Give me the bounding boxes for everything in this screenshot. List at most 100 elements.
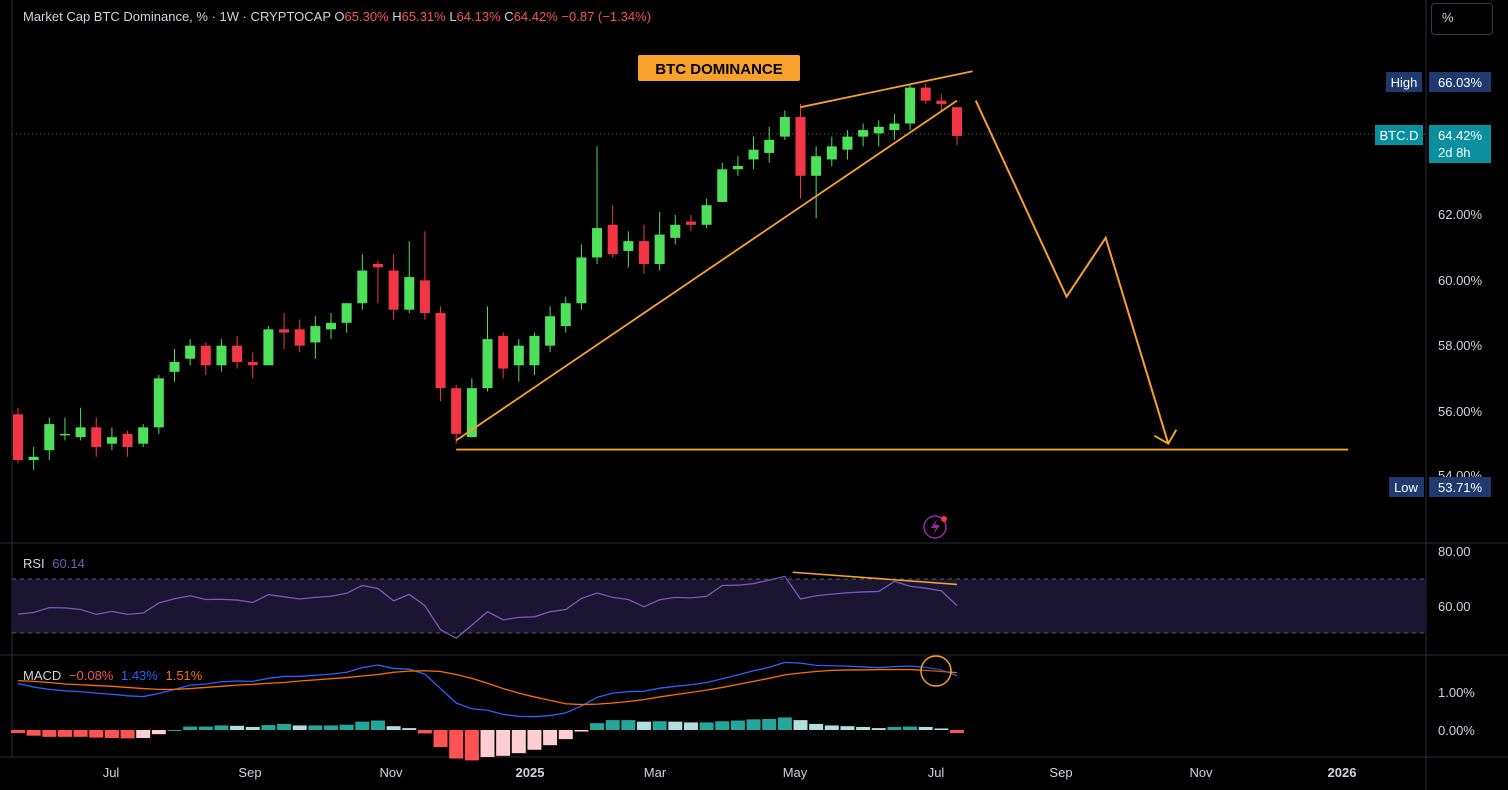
- price-tick: 56.00%: [1438, 404, 1483, 419]
- candle-body: [169, 362, 180, 372]
- candle-body: [889, 123, 900, 131]
- trendline: [455, 99, 958, 442]
- time-tick: Sep: [1049, 765, 1072, 780]
- time-tick: Nov: [1189, 765, 1213, 780]
- macd-histogram-bar: [730, 720, 745, 730]
- rsi-tick: 60.00: [1438, 599, 1471, 614]
- macd-histogram-bar: [370, 720, 385, 730]
- macd-histogram-bar: [277, 723, 292, 730]
- macd-histogram-bar: [746, 719, 761, 730]
- macd-histogram-bar: [637, 721, 651, 730]
- time-tick: May: [783, 765, 808, 780]
- macd-histogram-bar: [402, 728, 417, 730]
- rsi-tick: 80.00: [1438, 544, 1471, 559]
- svg-text:66.03%: 66.03%: [1438, 75, 1483, 90]
- time-tick: Mar: [644, 765, 667, 780]
- candle-body: [294, 329, 305, 346]
- macd-histogram-bar: [198, 726, 213, 730]
- candle-body: [654, 234, 665, 265]
- event-icon[interactable]: [923, 515, 947, 539]
- indicator-scales: 80.00 60.00 1.00% 0.00%: [1438, 544, 1475, 738]
- chart-legend: Market Cap BTC Dominance, % · 1W · CRYPT…: [23, 9, 652, 24]
- candle-body: [106, 437, 117, 444]
- low-value-tag: [1429, 477, 1491, 497]
- macd-histogram-bar: [464, 730, 479, 761]
- candle-body: [13, 414, 23, 461]
- macd-histogram-bar: [11, 730, 25, 734]
- price-tick: 58.00%: [1438, 338, 1483, 353]
- rsi-legend: RSI 60.14: [23, 556, 85, 571]
- macd-histogram-bar: [261, 725, 276, 730]
- open-value: 65.30%: [344, 9, 389, 24]
- macd-histogram-bar: [934, 728, 949, 730]
- macd-histogram-bar: [683, 722, 698, 730]
- candle-body: [920, 87, 931, 101]
- candle-body: [435, 313, 446, 389]
- candle-body: [732, 165, 743, 170]
- rsi-value: 60.14: [52, 556, 85, 571]
- candle-body: [498, 335, 509, 369]
- trendline: [800, 70, 973, 109]
- macd-histogram-bar: [42, 730, 57, 737]
- candle-body: [451, 388, 462, 434]
- macd-histogram-bar: [652, 721, 667, 730]
- macd-histogram-bar: [558, 730, 573, 740]
- macd-histogram-bar: [762, 718, 777, 730]
- macd-histogram-bar: [809, 723, 824, 730]
- annotation-box[interactable]: [638, 55, 800, 81]
- candle-body: [905, 87, 916, 124]
- macd-histogram-bar: [903, 726, 918, 730]
- time-axis[interactable]: Jul Sep Nov 2025 Mar May Jul Sep Nov 202…: [103, 765, 1357, 780]
- macd-histogram-bar: [57, 730, 72, 737]
- rsi-pane: [17, 571, 958, 639]
- macd-histogram-bar: [308, 725, 323, 730]
- macd-histogram-bar: [856, 726, 871, 730]
- candle-body: [952, 107, 962, 136]
- macd-histogram-bar: [183, 726, 198, 730]
- candle-body: [560, 303, 571, 327]
- percent-scale-button[interactable]: %: [1431, 3, 1493, 35]
- candle-body: [858, 130, 869, 137]
- macd-histogram-bar: [136, 730, 151, 738]
- macd-histogram-bar: [840, 726, 855, 730]
- candle-body: [639, 241, 649, 265]
- candle-body: [623, 241, 634, 251]
- macd-histogram-bar: [104, 730, 119, 738]
- candle-body: [138, 427, 149, 444]
- macd-histogram-bar: [214, 725, 229, 730]
- macd-pane: [11, 661, 964, 761]
- time-tick: 2026: [1328, 765, 1357, 780]
- candle-body: [75, 427, 86, 438]
- candle-body: [873, 126, 884, 134]
- candle-body: [826, 146, 837, 160]
- macd-hist-value: −0.08%: [68, 668, 114, 683]
- macd-histogram-bar: [120, 730, 135, 739]
- candle-body: [326, 322, 336, 330]
- candle-body: [779, 116, 790, 137]
- projection-arrowhead: [1153, 429, 1178, 446]
- candle-body: [842, 136, 853, 150]
- macd-histogram-bar: [543, 730, 558, 746]
- low-value: 64.13%: [456, 9, 501, 24]
- macd-histogram-bar: [824, 725, 839, 730]
- macd-histogram-bar: [918, 726, 933, 730]
- candle-body: [341, 303, 352, 323]
- price-scale[interactable]: 62.00% 60.00% 58.00% 56.00% 54.00%: [1438, 207, 1483, 483]
- high-value: 65.31%: [401, 9, 446, 24]
- macd-histogram-bar: [621, 720, 636, 730]
- projection-path: [974, 100, 1170, 444]
- price-tick: 60.00%: [1438, 273, 1483, 288]
- drawings: [455, 70, 1349, 451]
- macd-histogram-bar: [574, 730, 589, 732]
- change-value: −0.87 (−1.34%): [561, 9, 652, 24]
- lightning-icon: [931, 519, 940, 535]
- candle-body: [91, 427, 102, 447]
- rsi-divergence-line: [792, 571, 958, 586]
- candle-body: [670, 224, 681, 238]
- macd-histogram-bar: [777, 717, 792, 730]
- macd-histogram-bar: [26, 730, 41, 736]
- candle-body: [372, 264, 383, 268]
- candle-body: [28, 456, 39, 461]
- macd-histogram-bar: [496, 730, 511, 756]
